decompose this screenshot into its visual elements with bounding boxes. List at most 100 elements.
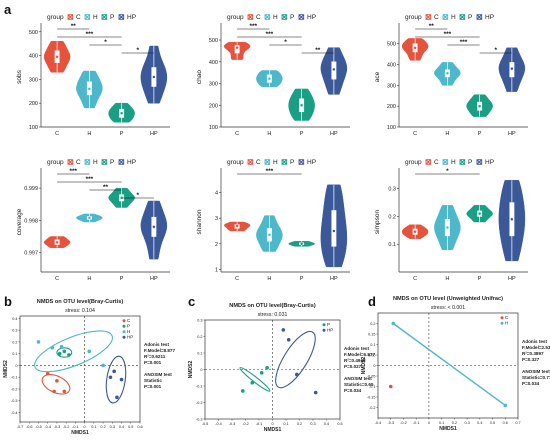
x-tick-label-H: H <box>445 131 449 137</box>
legend-label-C: C <box>434 14 439 21</box>
y-tick-label: 0.998 <box>24 218 38 224</box>
y-tick-label: 100 <box>29 125 38 131</box>
point-P <box>241 389 245 393</box>
ellipse-HP <box>105 355 127 404</box>
point-HP <box>119 377 124 382</box>
y-tick-label: -0.3 <box>11 399 18 403</box>
y-axis-label: sobs <box>16 69 23 83</box>
x-tick-label-H: H <box>87 276 91 282</box>
point-H <box>59 344 64 349</box>
y-axis-label: ace <box>374 71 381 82</box>
legend-label-C: C <box>505 315 509 320</box>
sig-label: *** <box>266 31 274 38</box>
y-axis-label: chao <box>196 70 203 84</box>
x-tick-label: -0.6 <box>26 425 33 429</box>
nmds-panel-b: b NMDS on OTU level(Bray-Curtis) stress: 0… <box>3 294 175 436</box>
stats-line: Adonis test <box>344 346 369 351</box>
y-axis-label: NMDS2 <box>361 357 367 375</box>
x-tick-label: 0.3 <box>310 422 315 426</box>
y-tick-label: 4 <box>215 191 218 197</box>
point-HP <box>115 395 119 400</box>
x-tick-label: -0.3 <box>54 425 61 429</box>
x-tick-label: 0.5 <box>128 425 133 429</box>
legend-label-HP: HP <box>307 14 316 21</box>
point-H <box>101 363 105 368</box>
y-tick-label: 500 <box>387 42 396 48</box>
y-tick-label: -0.1 <box>369 385 376 389</box>
x-tick-label: -0.1 <box>72 425 79 429</box>
x-tick-label-C: C <box>235 131 239 137</box>
y-tick-label: -0.3 <box>196 417 203 421</box>
median-C <box>413 229 417 234</box>
x-tick-label-C: C <box>55 131 59 137</box>
legend-group: group ⊠ C ⊠ H ⊠ P ⊠ HP <box>227 158 316 167</box>
plot-title: NMDS on OTU level(Bray-Curtis) <box>229 303 316 309</box>
plot-title: NMDS on OTU level(Bray-Curtis) <box>37 299 124 305</box>
legend-key-HP: ⊠ <box>298 158 305 167</box>
y-axis-label: shannon <box>196 209 203 234</box>
legend-key-H: ⊠ <box>264 158 271 167</box>
legend-key-C: ⊠ <box>247 158 254 167</box>
stats-line: F.Model=2.532 <box>522 345 550 350</box>
stats-line: P=0.034 <box>522 381 540 386</box>
legend-label-HP: HP <box>485 159 494 166</box>
stats-line: Adonis test <box>144 342 169 347</box>
median-C <box>235 45 239 50</box>
sig-label: * <box>446 168 449 175</box>
y-tick-label: -0.2 <box>196 401 203 405</box>
panel-letter-c: c <box>188 294 195 309</box>
x-tick-label-C: C <box>55 276 59 282</box>
legend-title: group <box>405 159 422 166</box>
legend-label-HP: HP <box>127 159 136 166</box>
stats-line: Statistic <box>144 378 162 383</box>
legend-dot-C <box>500 316 504 320</box>
stats-line: P=0.327 <box>522 357 540 362</box>
point-P <box>265 366 269 370</box>
median-P <box>477 104 482 108</box>
legend-label-P: P <box>468 159 472 166</box>
legend-key-C: ⊠ <box>425 158 432 167</box>
x-tick-label: -0.4 <box>375 421 382 425</box>
x-tick-label-C: C <box>413 276 417 282</box>
x-tick-label-HP: HP <box>150 131 158 137</box>
y-tick-label: 0.1 <box>388 242 396 248</box>
ellipse-H <box>34 330 113 373</box>
point-HP <box>313 390 318 395</box>
y-tick-label: 0.3 <box>12 329 17 333</box>
x-tick-label-H: H <box>445 276 449 282</box>
stats-line: P=0.001 <box>144 384 162 389</box>
y-tick-label: 0.2 <box>12 340 17 344</box>
point-H <box>50 346 55 350</box>
legend-label-H: H <box>93 14 98 21</box>
x-tick-label-C: C <box>413 131 417 137</box>
x-tick-label-P: P <box>478 276 482 282</box>
legend-key-HP: ⊠ <box>476 13 483 22</box>
legend-label-HP: HP <box>327 328 333 333</box>
x-tick-label: 0.7 <box>515 421 520 425</box>
y-tick-label: -0.05 <box>367 374 376 378</box>
legend-key-H: ⊠ <box>84 158 91 167</box>
y-tick-label: 300 <box>387 83 396 89</box>
median-HP <box>152 225 156 229</box>
legend-label-P: P <box>468 14 472 21</box>
plot-subtitle: stress: 0.104 <box>65 308 95 314</box>
x-axis-label: NMDS1 <box>439 426 457 432</box>
stats-line: Statistic=0.65 <box>344 382 374 387</box>
stats-line: ANOSIM test <box>522 369 550 374</box>
ellipse-P <box>239 367 271 392</box>
legend-label-C: C <box>434 159 439 166</box>
legend-group: group ⊠ C ⊠ H ⊠ P ⊠ HP <box>227 13 316 22</box>
sig-label: *** <box>266 168 274 175</box>
legend-label-H: H <box>273 159 278 166</box>
y-tick-label: -0.4 <box>11 411 18 415</box>
y-tick-label: 0.2 <box>370 322 375 326</box>
y-tick-label: 500 <box>29 30 38 36</box>
median-HP <box>332 67 336 72</box>
x-tick-label-P: P <box>300 276 304 282</box>
legend-key-C: ⊠ <box>67 158 74 167</box>
y-axis-label: simpson <box>374 210 381 235</box>
y-tick-label: 100 <box>387 125 396 131</box>
y-tick-label: 300 <box>209 82 218 88</box>
